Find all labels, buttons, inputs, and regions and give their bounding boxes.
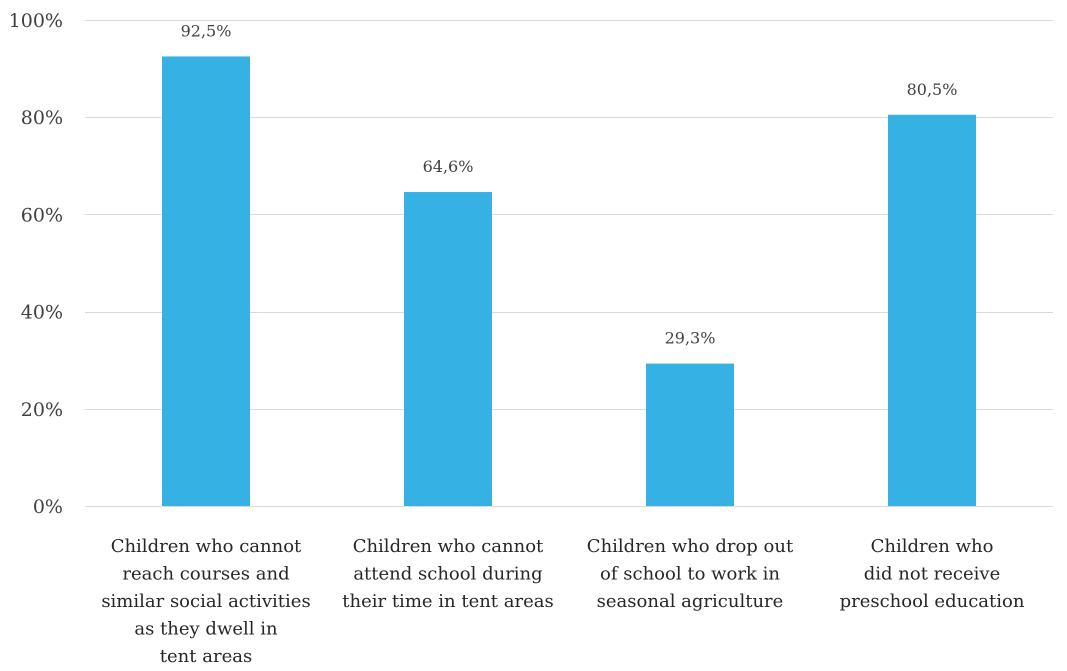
category-label-line: Children who cannot <box>111 536 302 557</box>
y-tick-label: 100% <box>9 10 63 32</box>
bar <box>646 363 734 506</box>
category-label-line: of school to work in <box>600 564 780 585</box>
data-label: 64,6% <box>423 157 474 176</box>
y-tick-label: 40% <box>21 302 63 324</box>
category-label-line: reach courses and <box>122 564 289 585</box>
bar <box>404 192 492 506</box>
category-label: Children who cannot reach courses and simi… <box>101 536 310 667</box>
data-label: 80,5% <box>907 80 958 99</box>
bars <box>162 56 976 507</box>
category-label: Children who drop out of school to work i… <box>587 536 794 612</box>
bar <box>888 114 976 507</box>
category-label-line: tent areas <box>160 646 252 667</box>
category-label-line: similar social activities <box>101 591 310 612</box>
category-label-line: seasonal agriculture <box>597 591 784 612</box>
y-axis-tick-labels: 0% 20% 40% 60% 80% 100% <box>9 10 63 518</box>
category-label-line: Children who <box>871 536 994 557</box>
x-axis-category-labels: Children who cannot reach courses and simi… <box>101 536 1025 667</box>
category-label-line: did not receive <box>864 564 1000 585</box>
y-tick-label: 80% <box>21 107 63 129</box>
category-label: Children who cannot attend school during t… <box>342 536 553 612</box>
data-label: 29,3% <box>665 329 716 348</box>
y-tick-label: 60% <box>21 204 63 226</box>
data-labels: 92,5% 64,6% 29,3% 80,5% <box>181 21 958 347</box>
category-label: Children who did not receive preschool edu… <box>840 536 1025 612</box>
data-label: 92,5% <box>181 21 232 40</box>
y-tick-label: 0% <box>33 496 63 518</box>
category-label-line: preschool education <box>840 591 1025 612</box>
category-label-line: Children who cannot <box>353 536 544 557</box>
y-tick-label: 20% <box>21 399 63 421</box>
category-label-line: as they dwell in <box>134 619 278 640</box>
category-label-line: their time in tent areas <box>342 591 553 612</box>
category-label-line: Children who drop out <box>587 536 794 557</box>
category-label-line: attend school during <box>353 564 542 585</box>
bar <box>162 56 250 506</box>
